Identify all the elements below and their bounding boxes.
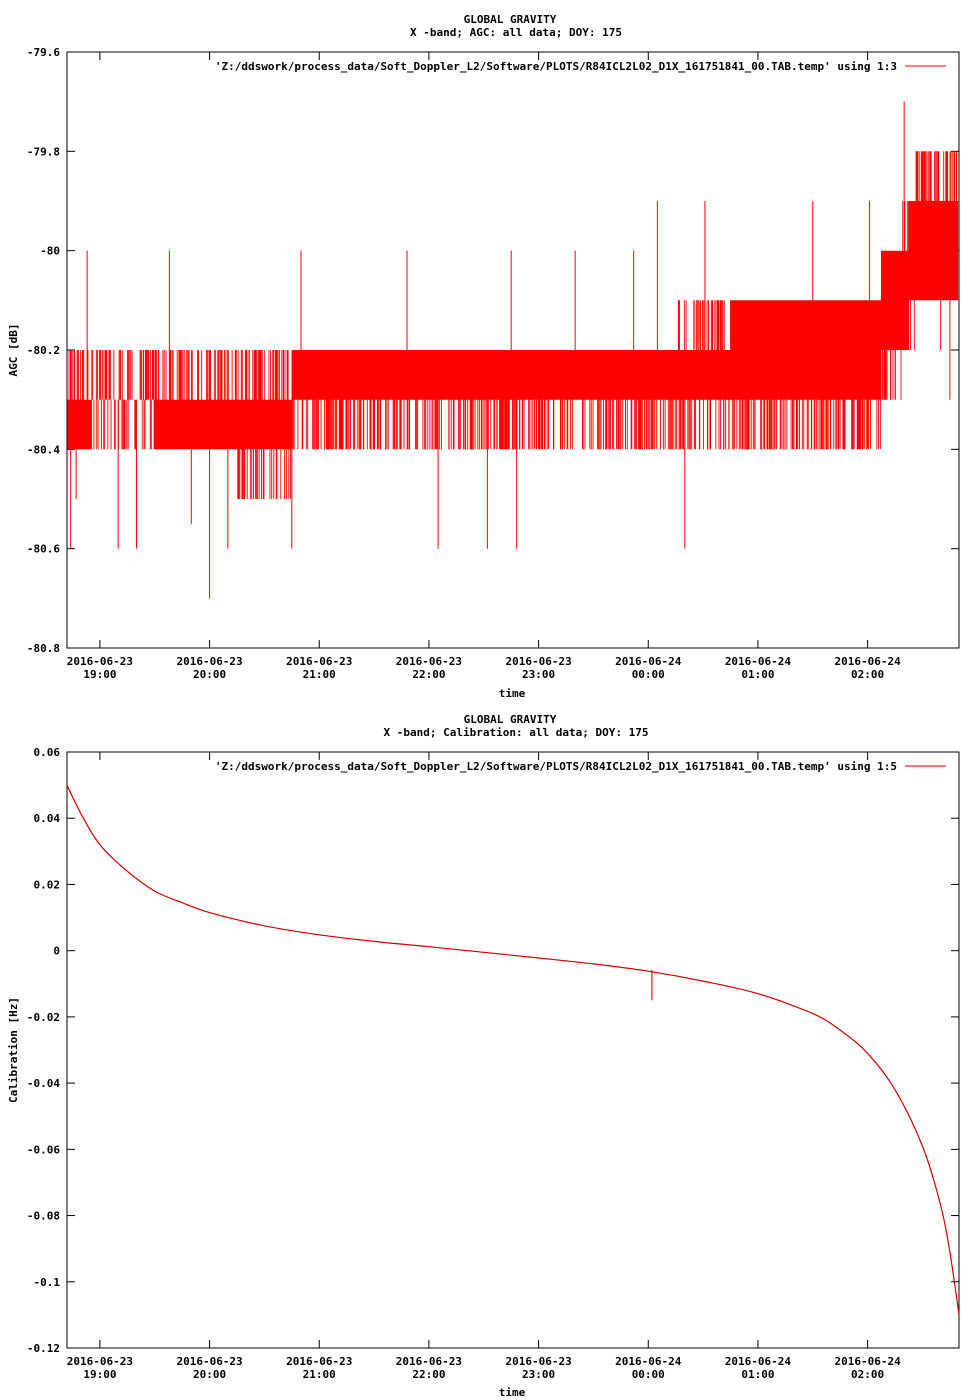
- calibration-legend-label: 'Z:/ddswork/process_data/Soft_Doppler_L2…: [215, 760, 897, 773]
- calibration-y-axis-label: Calibration [Hz]: [7, 997, 20, 1103]
- agc-x-tick-time: 22:00: [412, 668, 445, 681]
- agc-chart: GLOBAL GRAVITY X -band; AGC: all data; D…: [7, 13, 960, 700]
- calibration-chart-title: GLOBAL GRAVITY: [464, 713, 557, 726]
- calibration-y-tick-label: -0.1: [34, 1276, 61, 1289]
- agc-y-tick-label: -80.8: [27, 642, 60, 655]
- calibration-y-tick-label: 0.02: [34, 878, 61, 891]
- calibration-x-axis-label: time: [499, 1386, 526, 1399]
- calibration-x-tick-time: 20:00: [193, 1368, 226, 1381]
- calibration-chart: GLOBAL GRAVITY X -band; Calibration: all…: [7, 713, 960, 1399]
- calibration-x-tick-date: 2016-06-23: [505, 1355, 571, 1368]
- agc-y-ticks: -79.6 -79.8 -80 -80.2 -80.4 -80.6 -80.8: [27, 46, 959, 655]
- calibration-x-tick-time: 19:00: [83, 1368, 116, 1381]
- agc-y-tick-label: -79.8: [27, 145, 60, 158]
- agc-x-tick-time: 19:00: [83, 668, 116, 681]
- calibration-x-tick-date: 2016-06-23: [286, 1355, 352, 1368]
- calibration-x-tick-time: 02:00: [851, 1368, 884, 1381]
- calibration-y-tick-label: 0: [53, 945, 60, 958]
- calibration-y-tick-label: -0.08: [27, 1210, 60, 1223]
- calibration-y-tick-label: -0.04: [27, 1077, 60, 1090]
- agc-x-tick-time: 21:00: [303, 668, 336, 681]
- agc-x-ticks: 2016-06-2319:002016-06-2320:002016-06-23…: [67, 52, 901, 681]
- calibration-x-tick-date: 2016-06-23: [396, 1355, 462, 1368]
- calibration-y-tick-label: -0.02: [27, 1011, 60, 1024]
- calibration-x-tick-time: 21:00: [303, 1368, 336, 1381]
- calibration-x-tick-date: 2016-06-24: [725, 1355, 792, 1368]
- calibration-x-tick-date: 2016-06-23: [67, 1355, 133, 1368]
- agc-chart-title: GLOBAL GRAVITY: [464, 13, 557, 26]
- agc-series: [67, 101, 959, 599]
- agc-y-tick-label: -80.6: [27, 543, 60, 556]
- calibration-x-tick-time: 22:00: [412, 1368, 445, 1381]
- agc-x-tick-date: 2016-06-23: [286, 655, 352, 668]
- calibration-x-ticks: 2016-06-2319:002016-06-2320:002016-06-23…: [67, 752, 901, 1381]
- agc-data-line: [67, 151, 959, 499]
- agc-x-tick-time: 23:00: [522, 668, 555, 681]
- agc-y-axis-label: AGC [dB]: [7, 324, 20, 377]
- calibration-series: [66, 784, 960, 1315]
- calibration-x-tick-time: 01:00: [741, 1368, 774, 1381]
- agc-y-tick-label: -80.4: [27, 443, 60, 456]
- calibration-y-tick-label: 0.04: [34, 812, 61, 825]
- calibration-x-tick-date: 2016-06-24: [615, 1355, 682, 1368]
- agc-x-tick-time: 20:00: [193, 668, 226, 681]
- calibration-x-tick-date: 2016-06-23: [176, 1355, 242, 1368]
- agc-y-tick-label: -79.6: [27, 46, 60, 59]
- calibration-y-tick-label: -0.12: [27, 1342, 60, 1355]
- calibration-data-line: [66, 784, 960, 1315]
- calibration-y-tick-label: -0.06: [27, 1143, 60, 1156]
- agc-y-tick-label: -80.2: [27, 344, 60, 357]
- agc-x-tick-date: 2016-06-23: [505, 655, 571, 668]
- calibration-plot-area: [66, 751, 960, 1349]
- agc-x-tick-date: 2016-06-24: [725, 655, 792, 668]
- calibration-x-tick-date: 2016-06-24: [834, 1355, 901, 1368]
- calibration-y-tick-label: 0.06: [34, 746, 61, 759]
- calibration-y-ticks: 0.06 0.04 0.02 0 -0.02 -0.04 -0.06 -0.08 -0.1 -0.…: [27, 746, 959, 1355]
- calibration-x-tick-time: 23:00: [522, 1368, 555, 1381]
- agc-legend-label: 'Z:/ddswork/process_data/Soft_Doppler_L2…: [215, 60, 897, 73]
- agc-x-tick-date: 2016-06-24: [834, 655, 901, 668]
- agc-chart-subtitle: X -band; AGC: all data; DOY: 175: [410, 26, 622, 39]
- agc-x-tick-time: 02:00: [851, 668, 884, 681]
- agc-x-tick-date: 2016-06-23: [176, 655, 242, 668]
- calibration-chart-subtitle: X -band; Calibration: all data; DOY: 175: [384, 726, 649, 739]
- agc-x-axis-label: time: [499, 687, 526, 700]
- agc-x-tick-time: 00:00: [632, 668, 665, 681]
- agc-x-tick-time: 01:00: [741, 668, 774, 681]
- calibration-x-tick-time: 00:00: [632, 1368, 665, 1381]
- agc-x-tick-date: 2016-06-24: [615, 655, 682, 668]
- agc-x-tick-date: 2016-06-23: [396, 655, 462, 668]
- agc-y-tick-label: -80: [40, 245, 60, 258]
- agc-x-tick-date: 2016-06-23: [67, 655, 133, 668]
